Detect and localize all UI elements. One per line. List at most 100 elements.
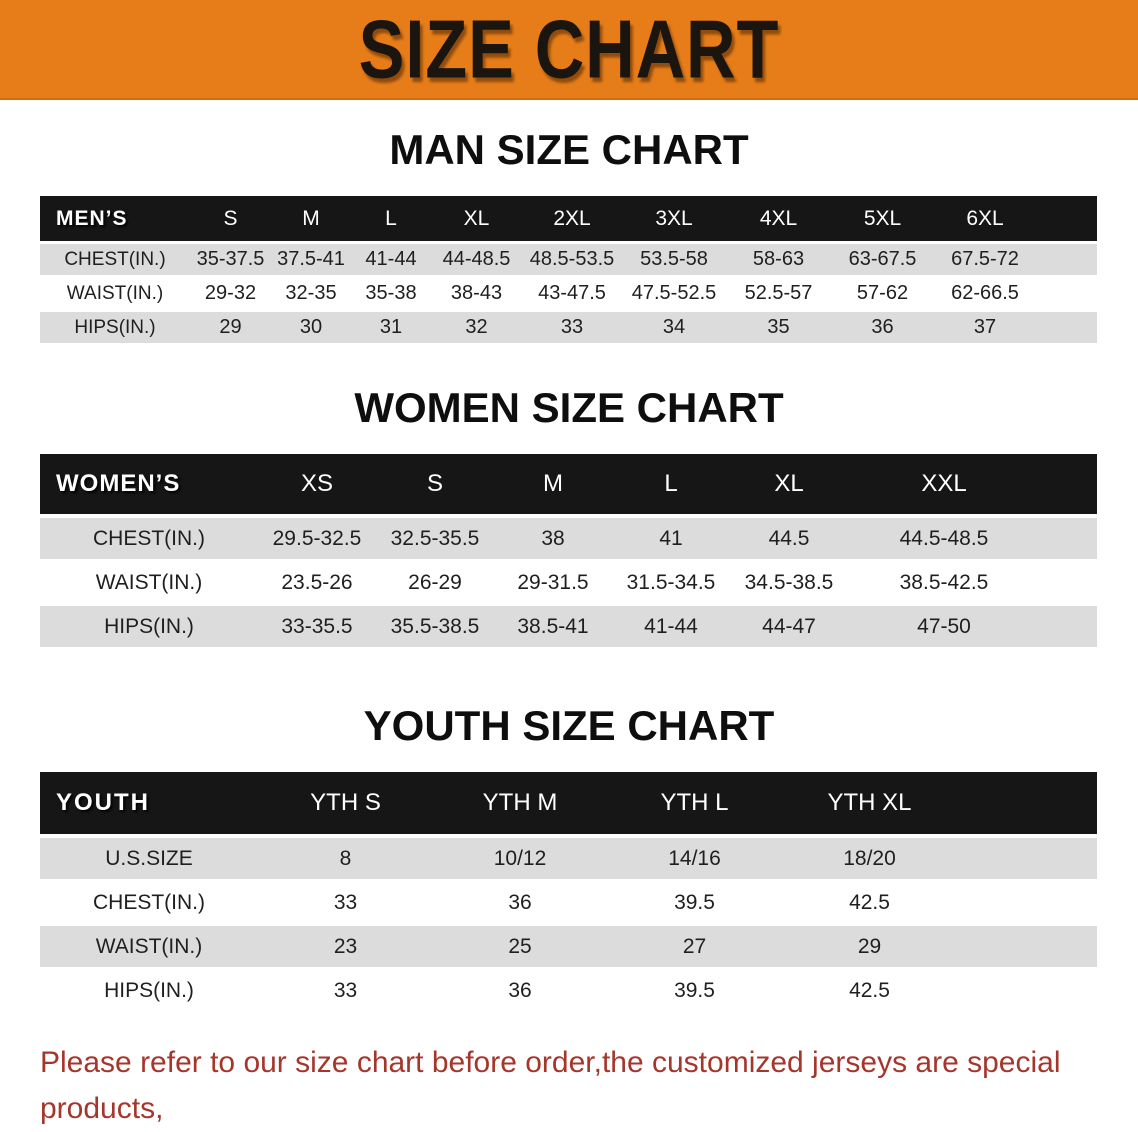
cell: 36: [433, 882, 607, 926]
cell: 29-31.5: [494, 562, 612, 606]
cell: 18/20: [782, 838, 957, 882]
spacer-cell: [1036, 196, 1097, 244]
cell: 44.5-48.5: [848, 518, 1040, 562]
cell: 29: [190, 312, 271, 346]
cell: 33-35.5: [258, 606, 376, 650]
cell: 67.5-72: [934, 244, 1036, 278]
cell: 29-32: [190, 278, 271, 312]
column-header: XS: [258, 454, 376, 518]
disclaimer-note: Please refer to our size chart before or…: [0, 1040, 1138, 1132]
spacer-cell: [957, 838, 1097, 882]
table-row: WAIST(IN.) 23 25 27 29: [40, 926, 1097, 970]
cell: 43-47.5: [522, 278, 622, 312]
column-header: 3XL: [622, 196, 726, 244]
row-label: HIPS(IN.): [40, 970, 258, 1014]
men-group-label: MEN’S: [40, 196, 190, 244]
cell: 47-50: [848, 606, 1040, 650]
column-header: M: [271, 196, 351, 244]
column-header: YTH S: [258, 772, 433, 838]
cell: 33: [258, 882, 433, 926]
row-label: CHEST(IN.): [40, 244, 190, 278]
women-size-table: WOMEN’S XS S M L XL XXL CHEST(IN.) 29.5-…: [40, 454, 1097, 650]
cell: 23: [258, 926, 433, 970]
spacer-cell: [1040, 454, 1097, 518]
banner-title: SIZE CHART: [358, 1, 780, 96]
table-row: CHEST(IN.) 35-37.5 37.5-41 41-44 44-48.5…: [40, 244, 1097, 278]
cell: 25: [433, 926, 607, 970]
column-header: L: [351, 196, 431, 244]
disclaimer-line-1: Please refer to our size chart before or…: [40, 1046, 1061, 1125]
youth-size-table: YOUTH YTH S YTH M YTH L YTH XL U.S.SIZE …: [40, 772, 1097, 1014]
cell: 29.5-32.5: [258, 518, 376, 562]
column-header: 5XL: [831, 196, 934, 244]
cell: 39.5: [607, 970, 782, 1014]
spacer-cell: [957, 772, 1097, 838]
column-header: XL: [431, 196, 522, 244]
row-label: CHEST(IN.): [40, 882, 258, 926]
cell: 38-43: [431, 278, 522, 312]
cell: 33: [258, 970, 433, 1014]
women-section-heading: WOMEN SIZE CHART: [354, 384, 784, 431]
table-row: CHEST(IN.) 29.5-32.5 32.5-35.5 38 41 44.…: [40, 518, 1097, 562]
men-size-table: MEN’S S M L XL 2XL 3XL 4XL 5XL 6XL CHEST…: [40, 196, 1097, 346]
row-label: HIPS(IN.): [40, 312, 190, 346]
youth-group-label: YOUTH: [40, 772, 258, 838]
spacer-cell: [1036, 244, 1097, 278]
spacer-cell: [1040, 606, 1097, 650]
table-row: HIPS(IN.) 33 36 39.5 42.5: [40, 970, 1097, 1014]
column-header: S: [190, 196, 271, 244]
row-label: WAIST(IN.): [40, 562, 258, 606]
column-header: L: [612, 454, 730, 518]
cell: 32.5-35.5: [376, 518, 494, 562]
cell: 29: [782, 926, 957, 970]
spacer-cell: [957, 882, 1097, 926]
table-row: WAIST(IN.) 29-32 32-35 35-38 38-43 43-47…: [40, 278, 1097, 312]
cell: 30: [271, 312, 351, 346]
row-label: WAIST(IN.): [40, 278, 190, 312]
youth-section-heading: YOUTH SIZE CHART: [363, 702, 775, 749]
cell: 41-44: [351, 244, 431, 278]
spacer-cell: [957, 970, 1097, 1014]
cell: 31: [351, 312, 431, 346]
cell: 35: [726, 312, 831, 346]
column-header: S: [376, 454, 494, 518]
row-label: WAIST(IN.): [40, 926, 258, 970]
spacer-cell: [1040, 518, 1097, 562]
table-row: U.S.SIZE 8 10/12 14/16 18/20: [40, 838, 1097, 882]
row-label: CHEST(IN.): [40, 518, 258, 562]
cell: 33: [522, 312, 622, 346]
cell: 62-66.5: [934, 278, 1036, 312]
men-header-row: MEN’S S M L XL 2XL 3XL 4XL 5XL 6XL: [40, 196, 1097, 244]
cell: 58-63: [726, 244, 831, 278]
cell: 8: [258, 838, 433, 882]
spacer-cell: [957, 926, 1097, 970]
cell: 35.5-38.5: [376, 606, 494, 650]
women-group-label: WOMEN’S: [40, 454, 258, 518]
youth-header-row: YOUTH YTH S YTH M YTH L YTH XL: [40, 772, 1097, 838]
cell: 42.5: [782, 970, 957, 1014]
column-header: XXL: [848, 454, 1040, 518]
men-section-heading: MAN SIZE CHART: [389, 126, 749, 173]
cell: 36: [433, 970, 607, 1014]
table-row: HIPS(IN.) 29 30 31 32 33 34 35 36 37: [40, 312, 1097, 346]
cell: 52.5-57: [726, 278, 831, 312]
cell: 38: [494, 518, 612, 562]
column-header: XL: [730, 454, 848, 518]
column-header: YTH XL: [782, 772, 957, 838]
cell: 36: [831, 312, 934, 346]
cell: 57-62: [831, 278, 934, 312]
cell: 31.5-34.5: [612, 562, 730, 606]
cell: 38.5-42.5: [848, 562, 1040, 606]
cell: 35-38: [351, 278, 431, 312]
cell: 41: [612, 518, 730, 562]
cell: 42.5: [782, 882, 957, 926]
spacer-cell: [1036, 312, 1097, 346]
size-chart-banner: SIZE CHART: [0, 0, 1138, 100]
cell: 23.5-26: [258, 562, 376, 606]
cell: 32: [431, 312, 522, 346]
cell: 53.5-58: [622, 244, 726, 278]
cell: 47.5-52.5: [622, 278, 726, 312]
cell: 44-48.5: [431, 244, 522, 278]
column-header: YTH M: [433, 772, 607, 838]
women-header-row: WOMEN’S XS S M L XL XXL: [40, 454, 1097, 518]
